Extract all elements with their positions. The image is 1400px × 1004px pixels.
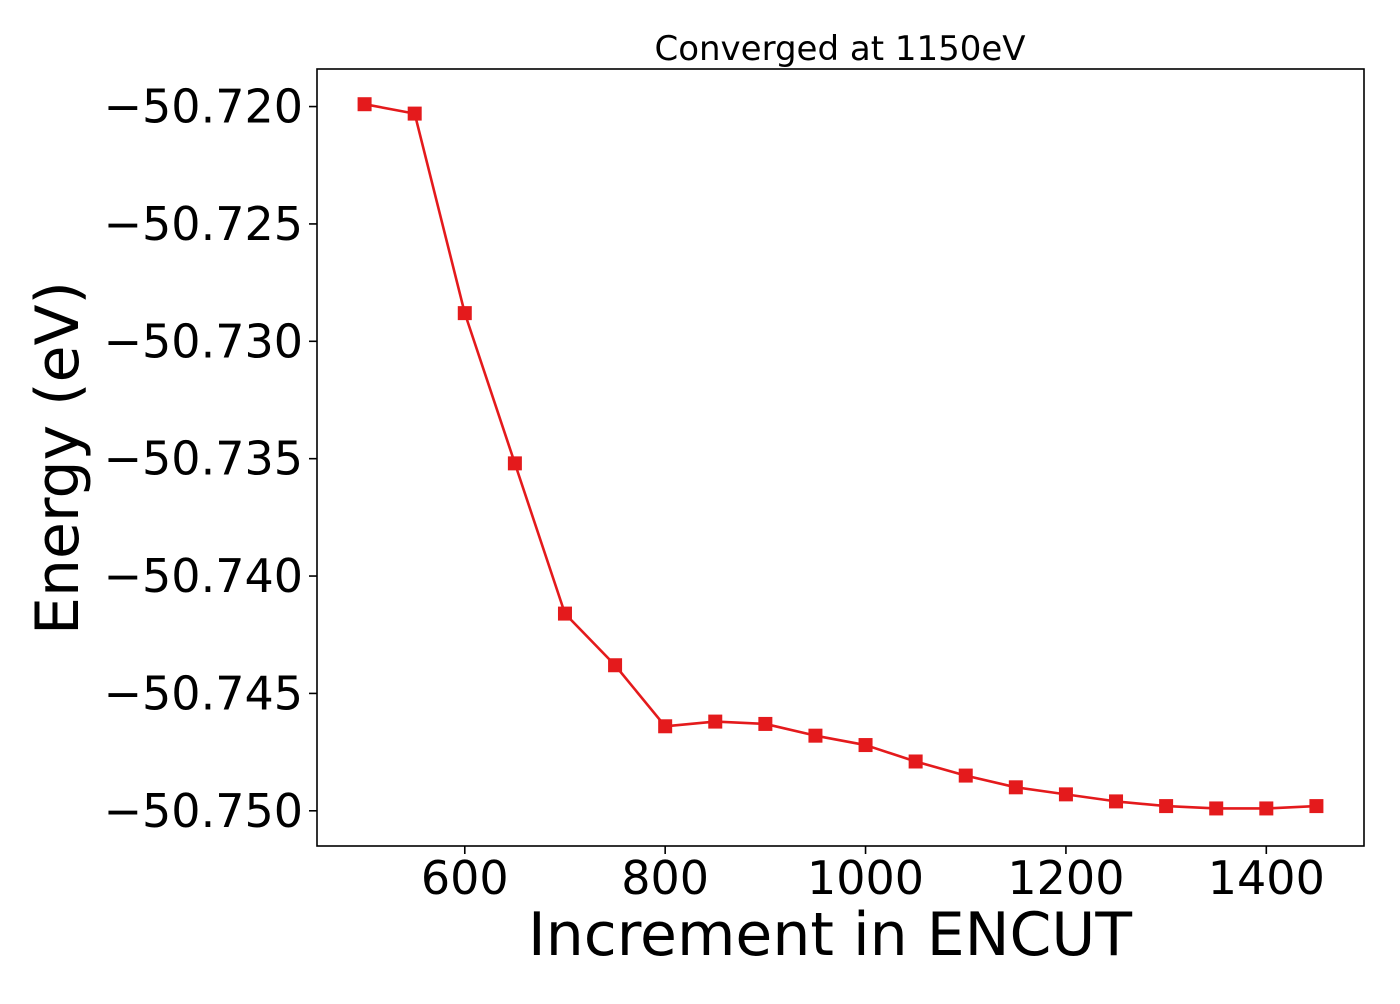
plot-background: [317, 69, 1364, 846]
data-point-marker: [1159, 799, 1174, 814]
y-tick-label: −50.730: [104, 314, 304, 368]
series-layer: [357, 97, 1324, 816]
data-point-marker: [958, 768, 973, 783]
data-point-marker: [858, 738, 873, 753]
data-point-marker: [1209, 801, 1224, 816]
data-point-marker: [658, 719, 673, 734]
data-point-marker: [407, 106, 422, 121]
data-point-marker: [758, 716, 773, 731]
y-tick-label: −50.720: [104, 80, 304, 134]
data-point-marker: [1259, 801, 1274, 816]
x-tick-label: 1000: [807, 851, 924, 905]
chart-title: Converged at 1150eV: [654, 29, 1025, 69]
data-point-marker: [908, 754, 923, 769]
data-point-marker: [1058, 787, 1073, 802]
y-axis-label: Energy (eV): [23, 281, 93, 635]
x-tick-label: 800: [621, 851, 709, 905]
y-axis-ticks: −50.720 −50.725 −50.730 −50.735 −50.740 −50.7…: [104, 80, 317, 838]
x-tick-label: 1200: [1007, 851, 1124, 905]
y-tick-label: −50.750: [104, 784, 304, 838]
y-tick-label: −50.740: [104, 549, 304, 603]
data-point-marker: [557, 606, 572, 621]
x-axis-label: Increment in ENCUT: [528, 900, 1132, 970]
plot-frame: [316, 68, 1365, 847]
y-tick-label: −50.745: [104, 666, 304, 720]
data-point-marker: [507, 456, 522, 471]
x-tick-label: 600: [421, 851, 509, 905]
y-tick-label: −50.725: [104, 197, 304, 251]
data-point-marker: [357, 97, 372, 112]
data-point-marker: [457, 306, 472, 321]
data-point-marker: [1309, 799, 1324, 814]
data-point-marker: [1008, 780, 1023, 795]
data-point-marker: [708, 714, 723, 729]
x-axis-ticks: 600 800 1000 1200 1400: [421, 846, 1325, 905]
data-point-marker: [808, 728, 823, 743]
y-tick-label: −50.735: [104, 432, 304, 486]
data-point-marker: [608, 658, 623, 673]
x-tick-label: 1400: [1208, 851, 1325, 905]
series-line: [364, 102, 1317, 810]
data-point-marker: [1109, 794, 1124, 809]
